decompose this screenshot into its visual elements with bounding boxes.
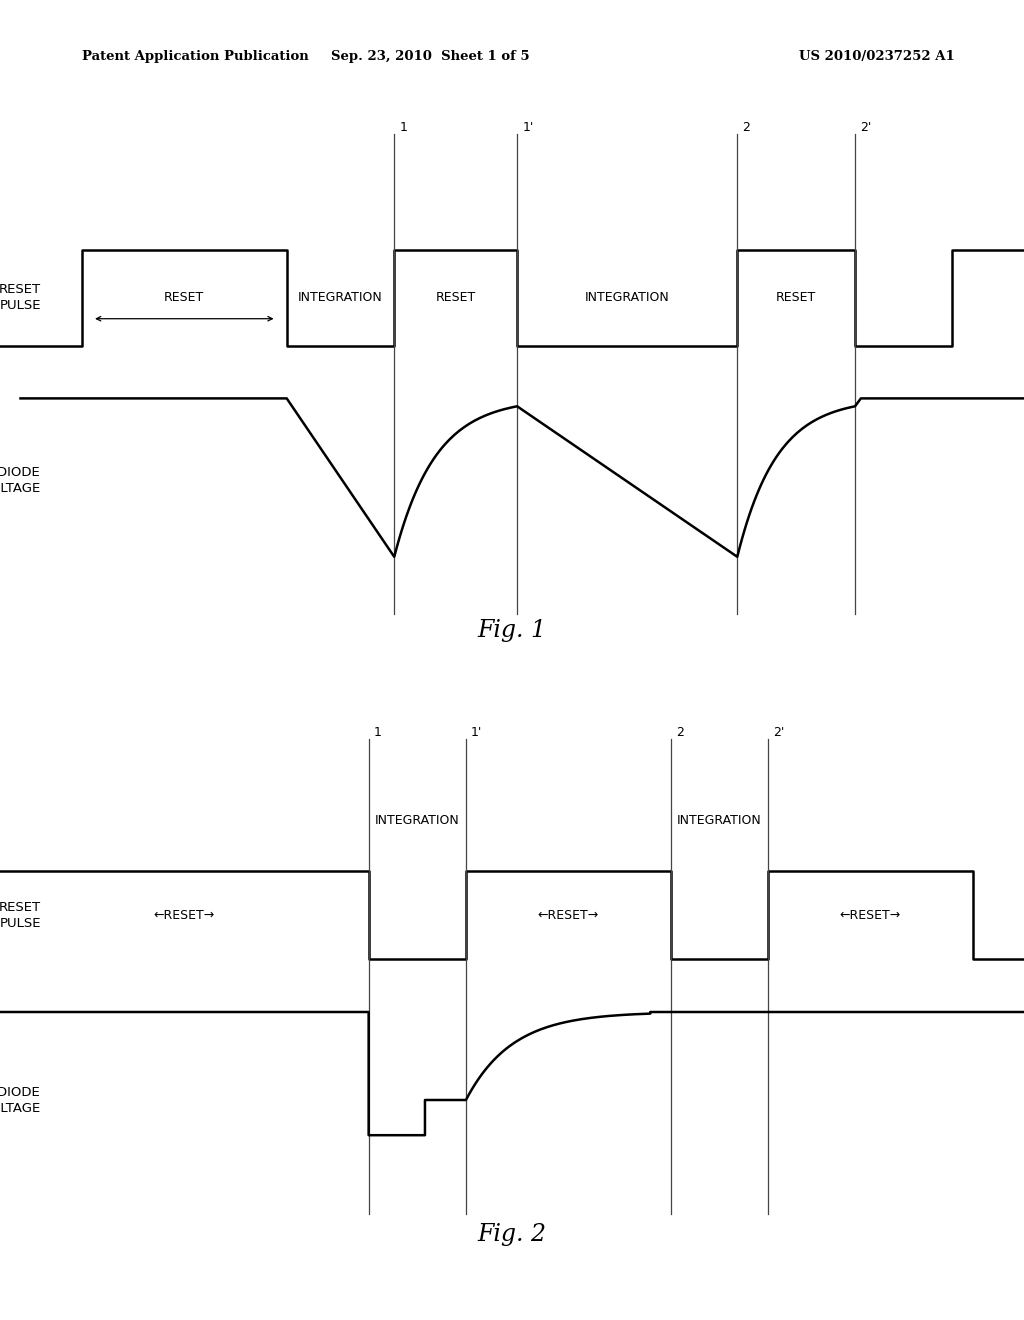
Text: US 2010/0237252 A1: US 2010/0237252 A1 bbox=[799, 50, 954, 63]
Text: Fig. 1: Fig. 1 bbox=[477, 619, 547, 643]
Text: RESET: RESET bbox=[435, 292, 476, 304]
Text: RESET: RESET bbox=[164, 292, 205, 304]
Text: INTEGRATION: INTEGRATION bbox=[375, 814, 460, 828]
Text: INTEGRATION: INTEGRATION bbox=[677, 814, 762, 828]
Text: ←RESET→: ←RESET→ bbox=[538, 908, 599, 921]
Text: INTEGRATION: INTEGRATION bbox=[585, 292, 670, 304]
Text: Sep. 23, 2010  Sheet 1 of 5: Sep. 23, 2010 Sheet 1 of 5 bbox=[331, 50, 529, 63]
Text: Fig. 2: Fig. 2 bbox=[477, 1224, 547, 1246]
Text: 2: 2 bbox=[742, 121, 751, 135]
Text: 1: 1 bbox=[399, 121, 408, 135]
Text: ←RESET→: ←RESET→ bbox=[840, 908, 901, 921]
Text: Patent Application Publication: Patent Application Publication bbox=[82, 50, 308, 63]
Text: RESET
PULSE: RESET PULSE bbox=[0, 900, 41, 929]
Text: 2: 2 bbox=[676, 726, 684, 739]
Text: 1: 1 bbox=[374, 726, 382, 739]
Text: INTEGRATION: INTEGRATION bbox=[298, 292, 383, 304]
Text: PHOTODIODE
VOLTAGE: PHOTODIODE VOLTAGE bbox=[0, 1085, 41, 1114]
Text: 2': 2' bbox=[773, 726, 784, 739]
Text: ←RESET→: ←RESET→ bbox=[154, 908, 215, 921]
Text: 2': 2' bbox=[860, 121, 871, 135]
Text: 1': 1' bbox=[522, 121, 534, 135]
Text: RESET
PULSE: RESET PULSE bbox=[0, 282, 41, 312]
Text: PHOTODIODE
VOLTAGE: PHOTODIODE VOLTAGE bbox=[0, 466, 41, 495]
Text: RESET: RESET bbox=[776, 292, 816, 304]
Text: 1': 1' bbox=[471, 726, 482, 739]
